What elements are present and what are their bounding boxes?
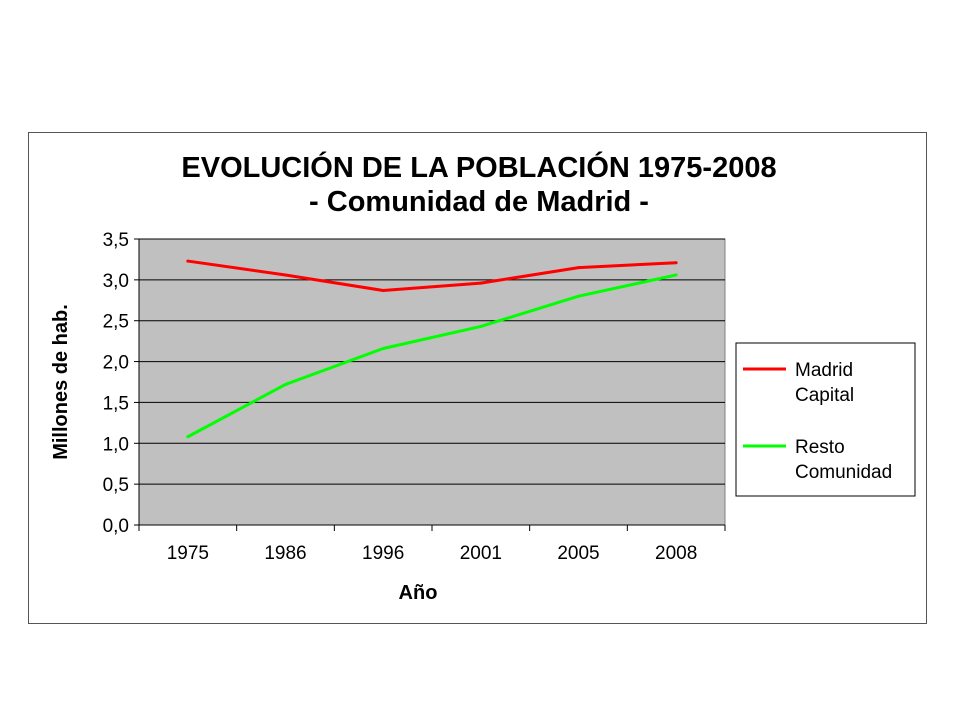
- legend: Madrid Capital Resto Comunidad: [735, 342, 916, 497]
- x-axis-title: Año: [399, 582, 438, 604]
- series-lines: [186, 259, 678, 439]
- y-tick-label: 1,0: [103, 434, 129, 455]
- data-point: [674, 261, 678, 265]
- y-tick-label: 0,5: [103, 475, 129, 496]
- data-point: [186, 435, 190, 439]
- series-line-1: [187, 273, 677, 439]
- series-line-0: [187, 259, 677, 292]
- legend-label-madrid-capital-line2: Capital: [795, 385, 854, 406]
- chart-subtitle: - Comunidad de Madrid -: [309, 186, 649, 218]
- x-tick-label: 2008: [655, 543, 697, 564]
- y-tick-label: 2,5: [103, 312, 129, 333]
- grid-lines: [139, 238, 725, 485]
- chart-frame: EVOLUCIÓN DE LA POBLACIÓN 1975-2008 - Co…: [28, 132, 927, 624]
- legend-label-resto-comunidad-line1: Resto: [795, 437, 845, 458]
- data-point: [186, 259, 190, 263]
- legend-label-madrid-capital-line1: Madrid: [795, 360, 853, 381]
- chart-svg: EVOLUCIÓN DE LA POBLACIÓN 1975-2008 - Co…: [50, 150, 916, 604]
- x-tick-label: 2001: [460, 543, 502, 564]
- x-axis: 1975 1986 1996 2001 2005 2008: [138, 524, 726, 564]
- chart-title: EVOLUCIÓN DE LA POBLACIÓN 1975-2008: [181, 150, 776, 184]
- data-point: [577, 294, 580, 298]
- y-axis: 0,0 0,5 1,0 1,5 2,0 2,5 3,0 3,5: [103, 230, 140, 537]
- data-point: [479, 281, 483, 285]
- data-point: [381, 346, 385, 350]
- legend-label-resto-comunidad-line2: Comunidad: [795, 462, 892, 483]
- y-axis-title: Millones de hab.: [50, 304, 72, 460]
- plot-area: [138, 238, 726, 526]
- data-point: [479, 324, 483, 328]
- data-point: [674, 273, 678, 277]
- y-tick-label: 1,5: [103, 393, 129, 414]
- x-tick-label: 2005: [557, 543, 599, 564]
- y-tick-label: 2,0: [103, 353, 129, 374]
- data-point: [577, 266, 580, 270]
- data-point: [284, 273, 287, 277]
- x-tick-label: 1975: [167, 543, 209, 564]
- y-tick-label: 0,0: [103, 516, 129, 537]
- y-tick-label: 3,0: [103, 271, 129, 292]
- x-tick-label: 1996: [362, 543, 404, 564]
- x-tick-label: 1986: [264, 543, 306, 564]
- y-tick-label: 3,5: [103, 230, 129, 251]
- data-point: [284, 382, 287, 386]
- data-point: [381, 288, 385, 292]
